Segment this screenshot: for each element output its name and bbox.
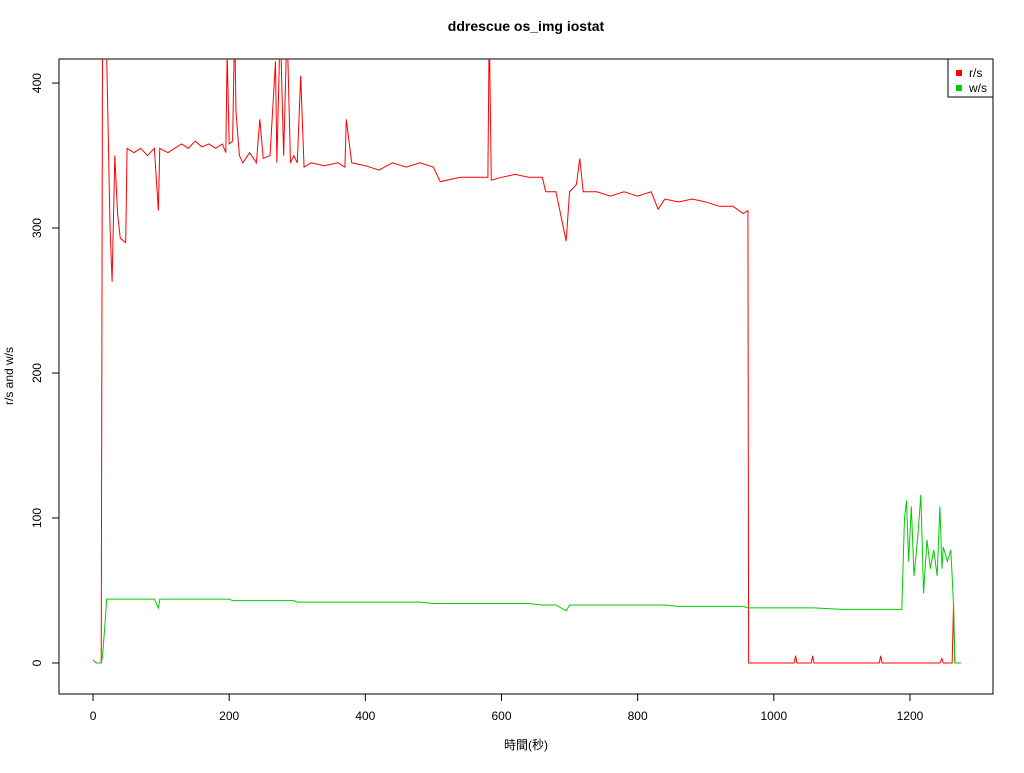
x-tick-label: 0 bbox=[90, 709, 97, 723]
x-axis-label: 時間(秒) bbox=[504, 738, 548, 752]
y-tick-label: 400 bbox=[30, 73, 44, 93]
x-tick-label: 1000 bbox=[760, 709, 787, 723]
x-tick-label: 800 bbox=[628, 709, 648, 723]
chart-title: ddrescue os_img iostat bbox=[448, 18, 605, 34]
plot-frame bbox=[58, 58, 994, 695]
x-tick-label: 200 bbox=[219, 709, 239, 723]
x-tick-label: 600 bbox=[491, 709, 511, 723]
legend-box bbox=[947, 58, 994, 98]
y-tick-label: 0 bbox=[30, 659, 44, 666]
data-line bbox=[92, 494, 961, 664]
legend-label: w/s bbox=[968, 81, 987, 95]
x-tick-label: 1200 bbox=[897, 709, 924, 723]
data-line bbox=[92, 59, 961, 664]
y-tick-label: 100 bbox=[30, 508, 44, 528]
legend-swatch bbox=[956, 70, 962, 76]
plot-area bbox=[92, 59, 961, 664]
y-axis-label: r/s and w/s bbox=[2, 347, 16, 405]
y-tick-label: 300 bbox=[30, 218, 44, 238]
x-tick-label: 400 bbox=[355, 709, 375, 723]
legend-swatch bbox=[956, 85, 962, 91]
legend-label: r/s bbox=[969, 66, 982, 80]
y-tick-label: 200 bbox=[30, 363, 44, 383]
